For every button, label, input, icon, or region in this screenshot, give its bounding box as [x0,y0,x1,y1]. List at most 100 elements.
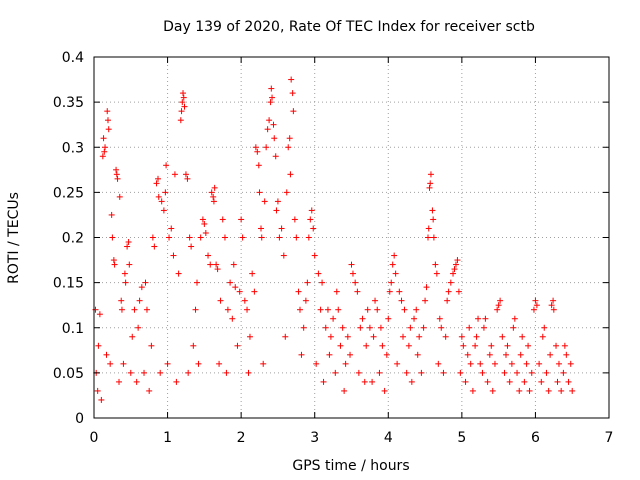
data-point [436,315,443,322]
data-point [495,302,502,309]
data-point [484,378,491,385]
y-tick-label: 0.35 [53,95,84,111]
x-tick-label: 3 [310,430,319,446]
data-point [413,306,420,313]
y-tick-label: 0.3 [62,140,84,156]
data-point [260,360,267,367]
data-point [418,369,425,376]
data-point [503,351,509,358]
data-point [525,342,532,349]
data-point [442,333,449,340]
data-point [414,351,421,358]
data-point [208,189,215,196]
data-point [197,234,204,241]
data-point [180,90,187,97]
data-point [227,279,234,286]
data-point [426,184,433,191]
data-point [408,378,415,385]
data-point [210,198,217,205]
data-point [177,117,184,124]
data-point [530,306,537,313]
data-point [313,360,320,367]
data-point [192,306,199,313]
data-point [423,284,430,291]
data-point [105,126,112,133]
data-point [210,193,217,200]
data-point [120,360,127,367]
data-point [444,297,451,304]
data-point [254,148,261,155]
data-point [379,342,386,349]
data-point [109,234,116,241]
y-tick-label: 0.1 [62,321,84,337]
data-point [317,306,324,313]
data-point [567,360,574,367]
data-point [92,306,99,313]
data-point [267,99,274,106]
data-point [276,234,283,241]
data-point [148,342,155,349]
data-point [427,180,434,187]
data-point [219,216,226,223]
data-point [347,351,354,358]
data-point [550,297,557,304]
data-point [565,378,572,385]
x-tick-label: 7 [605,430,614,446]
data-point [131,306,138,313]
data-point [467,360,474,367]
data-point [133,378,140,385]
data-point [298,351,305,358]
data-points [92,76,576,403]
data-point [170,252,177,259]
data-point [401,306,408,313]
data-point [186,234,193,241]
data-point [180,94,187,101]
data-point [501,369,508,376]
data-point [181,103,188,110]
data-point [517,351,524,358]
data-point [163,162,170,169]
data-point [103,351,110,358]
data-point [246,333,253,340]
data-point [451,266,458,273]
data-point [269,94,276,101]
data-point [107,360,114,367]
data-point [111,261,118,268]
data-point [469,387,476,394]
data-point [457,369,464,376]
data-point [113,171,120,178]
data-point [558,387,565,394]
data-point [460,342,467,349]
data-point [214,266,221,273]
data-point [168,225,175,232]
data-point [291,216,298,223]
data-point [273,207,280,214]
data-point [560,369,567,376]
data-point [143,306,150,313]
data-point [491,360,498,367]
data-point [289,90,296,97]
data-point [118,297,125,304]
data-point [194,279,200,286]
data-point [155,193,162,200]
data-point [388,279,395,286]
data-point [430,234,437,241]
data-point [283,189,290,196]
data-point [377,324,384,331]
data-point [157,369,164,376]
data-point [155,175,162,182]
data-point [158,198,165,205]
data-point [452,261,459,268]
data-point [385,315,392,322]
data-point [359,315,366,322]
data-point [462,378,469,385]
data-point [142,279,149,286]
data-point [330,315,337,322]
data-point [207,261,214,268]
data-point [286,135,293,142]
data-point [311,252,318,259]
data-point [102,144,109,151]
data-point [116,378,123,385]
data-point [271,135,278,142]
data-point [366,324,373,331]
